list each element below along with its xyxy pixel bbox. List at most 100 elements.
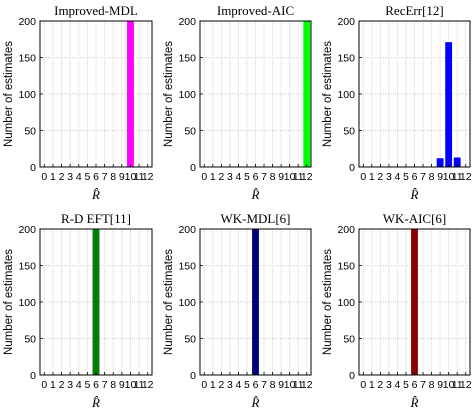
y-axis-label: Number of estimates <box>3 41 15 147</box>
x-tick-label: 12 <box>460 379 472 391</box>
y-tick-label: 50 <box>343 334 355 346</box>
x-tick-label: 9 <box>119 379 125 391</box>
x-tick-label: 4 <box>76 171 82 183</box>
chart-title: WK-MDL[6] <box>220 211 290 226</box>
x-tick-label: 4 <box>236 379 242 391</box>
x-tick-label: 6 <box>93 379 99 391</box>
x-tick-label: 1 <box>210 171 216 183</box>
y-axis-label: Number of estimates <box>163 41 175 147</box>
y-tick-label: 200 <box>178 224 196 236</box>
x-tick-label: 9 <box>437 171 443 183</box>
x-tick-label: 0 <box>41 379 47 391</box>
x-tick-label: 3 <box>227 379 233 391</box>
x-tick-label: 12 <box>301 171 313 183</box>
x-tick-label: 9 <box>278 379 284 391</box>
x-tick-label: 1 <box>369 379 375 391</box>
x-tick-label: 11 <box>452 379 463 391</box>
y-tick-label: 150 <box>18 53 36 65</box>
y-tick-label: 0 <box>190 370 196 382</box>
x-tick-label: 0 <box>201 379 207 391</box>
bar <box>436 158 444 167</box>
x-tick-label: 12 <box>142 171 154 183</box>
x-tick-label: 8 <box>429 171 435 183</box>
x-tick-label: 10 <box>284 379 296 391</box>
y-tick-label: 200 <box>337 16 355 28</box>
x-tick-label: 8 <box>429 379 435 391</box>
x-tick-label: 8 <box>270 171 276 183</box>
chart-panel: 0 1 2 3 4 5 6 7 8 9 101112050100150200WK-AIC[6]R̂N… <box>322 211 472 408</box>
x-tick-label: 5 <box>84 379 90 391</box>
y-axis-label: Number of estimates <box>322 249 334 355</box>
x-tick-label: 2 <box>218 379 224 391</box>
x-tick-label: 1 <box>50 379 56 391</box>
x-tick-label: 5 <box>84 171 90 183</box>
x-tick-label: 6 <box>93 171 99 183</box>
x-tick-label: 2 <box>377 171 383 183</box>
x-tick-label: 8 <box>110 171 116 183</box>
y-tick-label: 100 <box>18 89 36 101</box>
x-tick-label: 3 <box>67 171 73 183</box>
x-tick-label: 1 <box>369 171 375 183</box>
chart-panel: 0 1 2 3 4 5 6 7 8 9 101112050100150200WK-MDL[6]R̂N… <box>163 211 313 408</box>
x-tick-label: 6 <box>253 379 259 391</box>
x-tick-label: 4 <box>76 379 82 391</box>
bar <box>303 21 311 167</box>
bar <box>445 42 453 167</box>
x-tick-label: 7 <box>420 379 426 391</box>
x-axis-label: R̂ <box>410 187 419 202</box>
x-axis-label: R̂ <box>251 395 260 408</box>
chart-title: WK-AIC[6] <box>383 211 447 226</box>
x-tick-label: 8 <box>110 379 116 391</box>
y-tick-label: 0 <box>190 162 196 174</box>
chart-panel: 0 1 2 3 4 5 6 7 8 9 101112050100150200Improved-MDL… <box>3 3 154 202</box>
x-tick-label: 7 <box>420 171 426 183</box>
x-tick-label: 7 <box>261 379 267 391</box>
bar <box>252 229 259 375</box>
x-tick-label: 9 <box>119 171 125 183</box>
x-tick-label: 4 <box>395 171 401 183</box>
x-tick-label: 7 <box>261 171 267 183</box>
x-tick-label: 2 <box>377 379 383 391</box>
x-axis-label: R̂ <box>91 395 100 408</box>
y-tick-label: 0 <box>349 162 355 174</box>
x-tick-label: 8 <box>270 379 276 391</box>
y-tick-label: 100 <box>337 297 355 309</box>
chart-title: Improved-AIC <box>217 3 294 18</box>
x-tick-label: 5 <box>403 171 409 183</box>
y-axis-label: Number of estimates <box>322 41 334 147</box>
y-tick-label: 150 <box>18 261 36 273</box>
y-tick-label: 150 <box>178 53 196 65</box>
bar <box>127 21 134 167</box>
x-tick-label: 11 <box>134 379 145 391</box>
x-tick-label: 10 <box>125 379 137 391</box>
x-tick-label: 11 <box>134 171 145 183</box>
chart-title: RecErr[12] <box>385 3 443 18</box>
y-tick-label: 50 <box>184 126 196 138</box>
x-tick-label: 2 <box>218 171 224 183</box>
y-tick-label: 100 <box>337 89 355 101</box>
y-tick-label: 100 <box>178 297 196 309</box>
x-tick-label: 3 <box>386 171 392 183</box>
x-tick-label: 3 <box>386 379 392 391</box>
x-tick-label: 9 <box>278 171 284 183</box>
x-tick-label: 7 <box>102 171 108 183</box>
x-tick-label: 10 <box>125 171 137 183</box>
x-tick-label: 1 <box>210 379 216 391</box>
y-tick-label: 200 <box>18 16 36 28</box>
x-tick-label: 5 <box>403 379 409 391</box>
y-tick-label: 150 <box>178 261 196 273</box>
y-tick-label: 0 <box>30 162 36 174</box>
chart-panel: 0 1 2 3 4 5 6 7 8 9 101112050100150200RecErr[12]R̂… <box>322 3 472 202</box>
x-tick-label: 2 <box>59 171 65 183</box>
y-tick-label: 100 <box>18 297 36 309</box>
x-tick-label: 4 <box>395 379 401 391</box>
chart-title: Improved-MDL <box>54 3 138 18</box>
y-tick-label: 0 <box>30 370 36 382</box>
chart-panel: 0 1 2 3 4 5 6 7 8 9 101112050100150200Improved-AIC… <box>163 3 313 202</box>
x-tick-label: 10 <box>443 379 455 391</box>
y-tick-label: 200 <box>337 224 355 236</box>
x-tick-label: 7 <box>102 379 108 391</box>
bar <box>411 229 418 375</box>
chart-title: R-D EFT[11] <box>61 211 131 226</box>
